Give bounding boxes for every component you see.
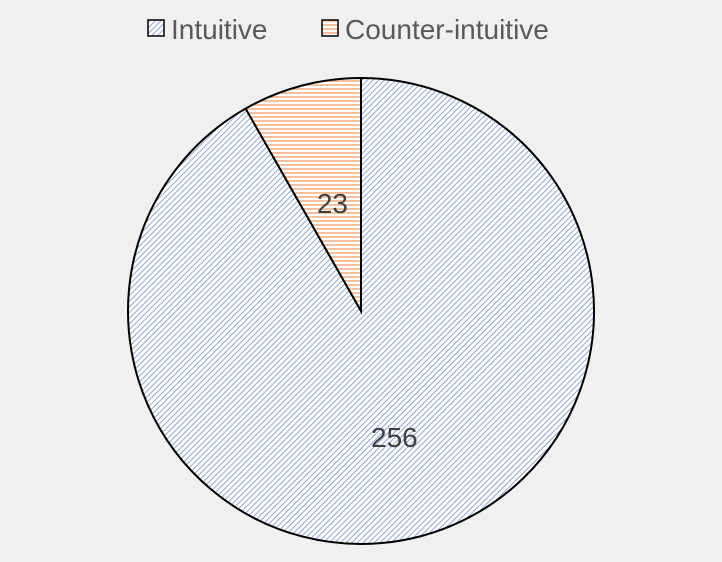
legend: Intuitive Counter-intuitive xyxy=(147,14,549,45)
legend-label-intuitive: Intuitive xyxy=(171,14,268,45)
data-label-intuitive: 256 xyxy=(371,422,418,453)
legend-swatch-counter-intuitive xyxy=(321,19,339,37)
legend-item-counter-intuitive: Counter-intuitive xyxy=(321,14,549,45)
pie-slices xyxy=(127,76,595,545)
legend-label-counter-intuitive: Counter-intuitive xyxy=(345,14,549,45)
data-label-counter-intuitive: 23 xyxy=(317,188,348,219)
legend-item-intuitive: Intuitive xyxy=(147,14,268,45)
pie-slice-counter-intuitive xyxy=(244,76,362,315)
legend-swatch-intuitive xyxy=(147,19,165,37)
